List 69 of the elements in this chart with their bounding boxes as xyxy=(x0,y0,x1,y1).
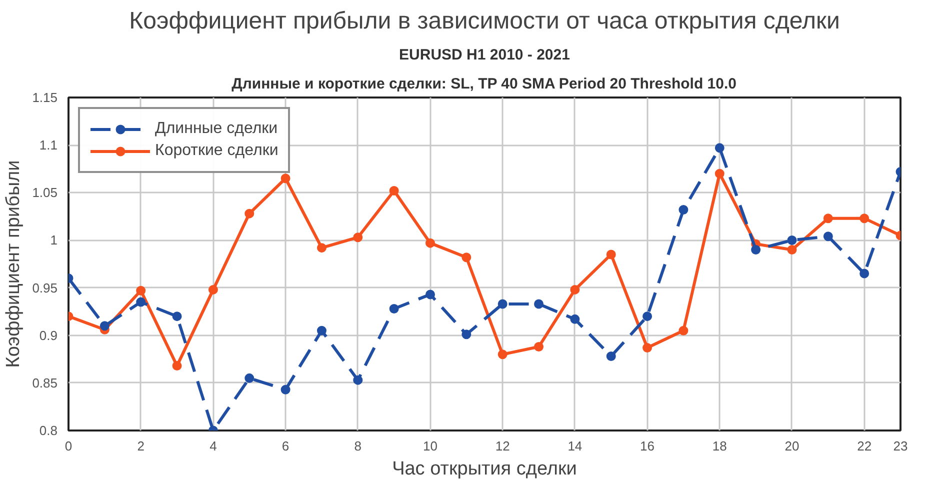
legend-label: Короткие сделки xyxy=(155,142,278,160)
x-tick-label: 16 xyxy=(640,438,655,454)
text: Длинные и короткие сделки: SL, TP 40 SMA Period 20 Threshold 10.0 xyxy=(232,76,737,92)
x-tick-label: 0 xyxy=(64,438,72,454)
point xyxy=(462,330,472,340)
x-tick-label: 22 xyxy=(857,438,872,454)
legend-label: Длинные сделки xyxy=(155,120,278,138)
x-tick-label: 8 xyxy=(354,438,362,454)
point xyxy=(100,321,110,331)
x-tick-label: 18 xyxy=(712,438,727,454)
point xyxy=(606,250,616,260)
y-tick-label: 1.05 xyxy=(32,185,58,200)
point xyxy=(860,214,870,224)
y-tick-label: 0.8 xyxy=(39,423,58,438)
x-tick-label: 2 xyxy=(137,438,144,454)
chart-title: Коэффициент прибыли в зависимости от часа открытия сделки xyxy=(129,8,840,34)
point xyxy=(860,268,870,278)
point xyxy=(678,205,688,215)
point xyxy=(606,352,616,362)
y-tick-label: 0.85 xyxy=(32,375,58,390)
y-tick-label: 1.1 xyxy=(39,138,58,153)
point xyxy=(389,304,399,314)
chart-subtitle: EURUSD H1 2010 - 2021 xyxy=(399,46,570,64)
x-tick-label: 14 xyxy=(568,438,582,454)
point xyxy=(244,373,254,383)
point xyxy=(172,312,182,322)
point xyxy=(353,232,363,242)
point xyxy=(570,314,580,324)
point xyxy=(280,384,290,394)
x-tick-label: 20 xyxy=(784,438,800,454)
point xyxy=(208,284,218,294)
y-axis-title: Коэффициент прибыли xyxy=(3,160,24,368)
point xyxy=(316,326,326,336)
point xyxy=(823,232,833,242)
point xyxy=(353,375,363,385)
point xyxy=(751,244,761,254)
point xyxy=(714,143,724,153)
point xyxy=(498,350,508,360)
point xyxy=(534,299,544,309)
point xyxy=(136,286,146,296)
point xyxy=(823,214,833,224)
point xyxy=(316,243,326,253)
point xyxy=(172,361,182,371)
point xyxy=(389,186,399,196)
x-tick-label: 4 xyxy=(210,438,217,454)
x-tick-label: 6 xyxy=(282,438,290,454)
point xyxy=(462,252,472,262)
point xyxy=(714,168,724,178)
point xyxy=(570,284,580,294)
point xyxy=(136,297,146,307)
point xyxy=(280,174,290,184)
point xyxy=(787,235,797,245)
point xyxy=(425,290,435,300)
point xyxy=(642,312,652,322)
point xyxy=(244,208,254,218)
point xyxy=(787,244,797,254)
point xyxy=(678,326,688,336)
x-tick-label: 10 xyxy=(423,438,438,454)
x-tick-label: 12 xyxy=(495,438,510,454)
point xyxy=(642,342,652,352)
point xyxy=(425,238,435,248)
y-tick-label: 0.95 xyxy=(32,280,58,296)
y-tick-label: 1.15 xyxy=(32,90,58,105)
y-tick-label: 0.9 xyxy=(39,328,58,343)
point xyxy=(534,342,544,352)
point xyxy=(498,299,508,309)
x-axis-title: Час открытия сделки xyxy=(392,458,577,480)
x-tick-label: 23 xyxy=(893,438,908,454)
y-tick-label: 1 xyxy=(50,232,58,248)
